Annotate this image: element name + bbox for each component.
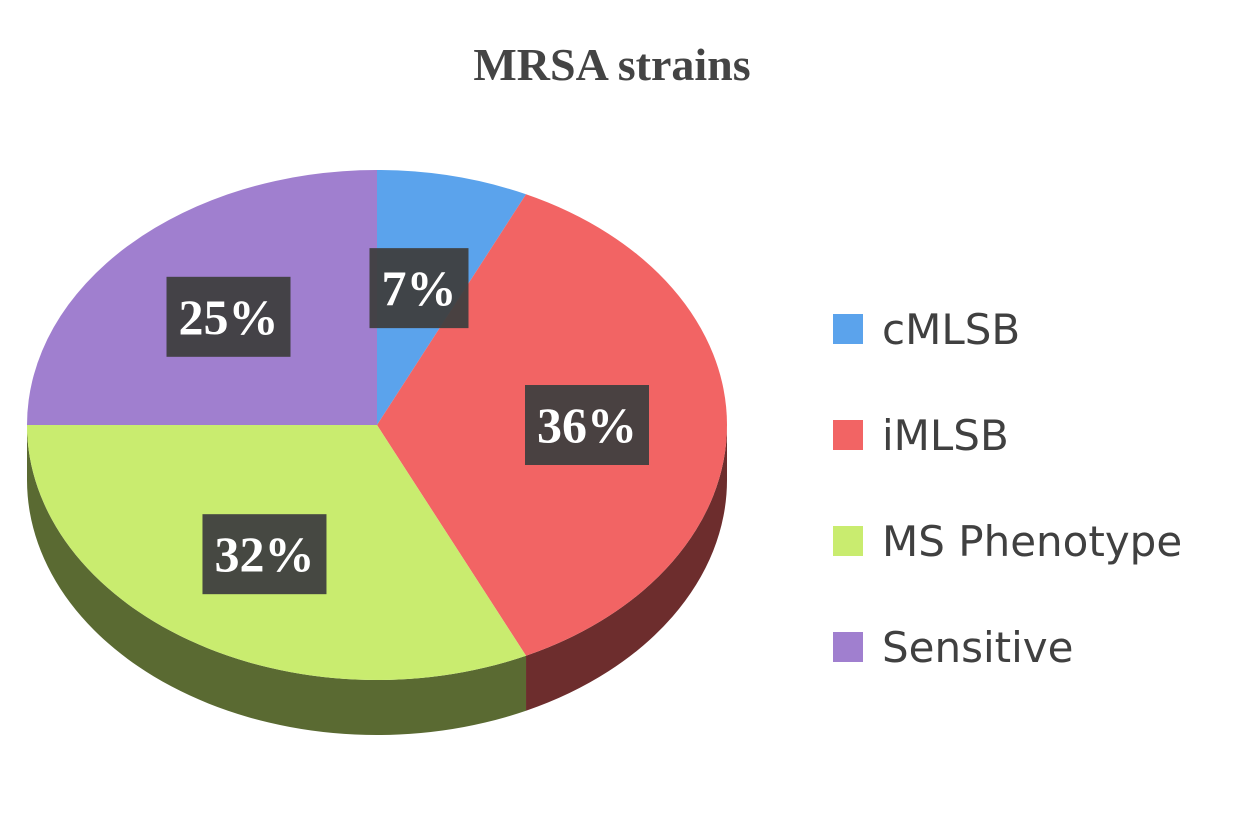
data-label: 7% — [381, 260, 456, 316]
data-label-group: 25% — [166, 276, 291, 357]
data-label-box — [202, 514, 327, 595]
data-label-box — [166, 276, 291, 357]
data-label: 36% — [537, 397, 637, 453]
legend-swatch — [833, 526, 863, 556]
data-label-box — [369, 248, 469, 329]
data-label: 25% — [179, 289, 279, 345]
legend-label: MS Phenotype — [882, 517, 1182, 566]
data-label-group: 32% — [202, 514, 327, 595]
legend-swatch — [833, 314, 863, 344]
legend-label: iMLSB — [882, 411, 1009, 460]
slice-side — [526, 425, 727, 711]
legend-label: cMLSB — [882, 305, 1020, 354]
legend-label: Sensitive — [882, 623, 1074, 672]
slice-side — [27, 425, 527, 735]
data-label-group: 36% — [525, 385, 649, 465]
data-label-box — [525, 385, 649, 465]
chart-title: MRSA strains — [473, 39, 750, 90]
data-label: 32% — [214, 526, 314, 582]
legend-swatch — [833, 632, 863, 662]
legend-swatch — [833, 420, 863, 450]
data-label-group: 7% — [369, 248, 469, 329]
